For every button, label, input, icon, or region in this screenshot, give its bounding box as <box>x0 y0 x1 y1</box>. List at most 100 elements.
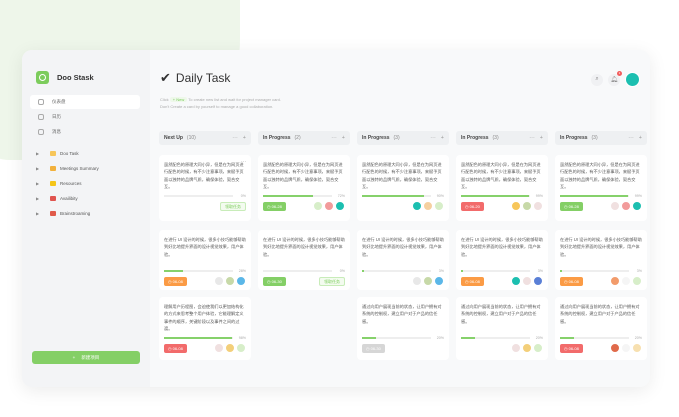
progress-percent: 3% <box>537 269 543 273</box>
avatar[interactable] <box>621 276 631 286</box>
avatar[interactable] <box>214 343 224 353</box>
plus-icon[interactable]: + <box>638 135 642 141</box>
task-card[interactable]: 在进行 UI 设计的时候，很多小技巧能够帮助到好比地提升界面的设计视觉效果，用户… <box>357 230 449 290</box>
assignees <box>610 276 642 286</box>
avatar[interactable] <box>533 201 543 211</box>
task-card[interactable]: 在进行 UI 设计的时候，很多小技巧能够帮助到好比地提升界面的设计视觉效果，用户… <box>159 230 251 290</box>
task-card[interactable]: ··· 虽然配色的原理大同小异，但是在为网页进行配色的时候，有不少注意事项，来赋予… <box>159 155 251 221</box>
avatar[interactable] <box>533 343 543 353</box>
plus-icon[interactable]: + <box>242 135 246 141</box>
task-card[interactable]: 通过向用户展现当前的状态，让用户拥有对系统的控制权，建立用户对于产品的信任感。 2… <box>456 297 548 360</box>
notification-button[interactable]: 🔔︎ 1 <box>608 70 622 86</box>
avatar[interactable] <box>621 343 631 353</box>
avatar[interactable] <box>236 276 246 286</box>
caret-right-icon[interactable]: ▶ <box>36 196 40 201</box>
task-card[interactable]: 虽然配色的原理大同小异，但是在为网页进行配色的时候，有不少注意事项，来赋予页面以… <box>456 155 548 221</box>
assignees <box>313 201 345 211</box>
new-chip[interactable]: + New <box>169 97 188 102</box>
avatar[interactable] <box>412 276 422 286</box>
avatar[interactable] <box>335 201 345 211</box>
avatar[interactable] <box>522 201 532 211</box>
column-actions: ··· + <box>232 135 246 141</box>
more-icon[interactable]: ··· <box>232 135 238 141</box>
avatar[interactable] <box>313 201 323 211</box>
tree-item-4[interactable]: ▶ Brainstroaming <box>36 206 99 221</box>
avatar[interactable] <box>225 343 235 353</box>
card-footer: ◷ 06-20 <box>461 201 543 211</box>
more-icon[interactable]: ··· <box>628 135 634 141</box>
plus-icon[interactable]: + <box>539 135 543 141</box>
user-avatar[interactable] <box>625 72 640 87</box>
avatar[interactable] <box>610 343 620 353</box>
task-card[interactable]: 在进行 UI 设计的时候，很多小技巧能够帮助到好比地提升界面的设计视觉效果，用户… <box>258 230 350 290</box>
task-card[interactable]: 在进行 UI 设计的时候，很多小技巧能够帮助到好比地提升界面的设计视觉效果，用户… <box>555 230 647 290</box>
avatar[interactable] <box>511 276 521 286</box>
tree-item-1[interactable]: ▶ Meetings Summary <box>36 161 99 176</box>
ticket-emoji <box>50 151 56 156</box>
card-text: 虽然配色的原理大同小异，但是在为网页进行配色的时候，有不少注意事项，来赋予页面以… <box>362 162 442 190</box>
caret-right-icon[interactable]: ▶ <box>36 151 40 156</box>
plus-icon[interactable]: + <box>440 135 444 141</box>
avatar[interactable] <box>522 276 532 286</box>
app-window: Doo Stask 仪表盘 日历 消息 ▶ Doo Task ▶ Meetings Sum… <box>22 50 650 387</box>
more-icon[interactable]: ··· <box>430 135 436 141</box>
avatar[interactable] <box>522 343 532 353</box>
progress-fill <box>461 195 530 197</box>
avatar[interactable] <box>423 276 433 286</box>
card-footer: ◷ 06-08 <box>461 276 543 286</box>
sidebar-item-2[interactable]: 消息 <box>30 125 140 139</box>
avatar[interactable] <box>511 201 521 211</box>
sidebar-item-0[interactable]: 仪表盘 <box>30 95 140 109</box>
avatar[interactable] <box>423 201 433 211</box>
avatar[interactable] <box>434 201 444 211</box>
avatar[interactable] <box>236 343 246 353</box>
tree-item-2[interactable]: ▶ Resources <box>36 176 99 191</box>
more-icon[interactable]: ··· <box>241 159 246 165</box>
avatar[interactable] <box>412 201 422 211</box>
sidebar-item-1[interactable]: 日历 <box>30 110 140 124</box>
avatar[interactable] <box>621 201 631 211</box>
avatar[interactable] <box>533 276 543 286</box>
caret-right-icon[interactable]: ▶ <box>36 181 40 186</box>
task-card[interactable]: 通过向用户展现当前的状态，让用户拥有对系统的控制权，建立用户对于产品的信任感。 2… <box>357 297 449 360</box>
progress: 72% <box>263 194 345 198</box>
task-card[interactable]: 理解用户历程图，会迫使我们以更加结构化的方式来思考整个用户体验，它能理解定义事件… <box>159 297 251 360</box>
avatar[interactable] <box>225 276 235 286</box>
caret-right-icon[interactable]: ▶ <box>36 166 40 171</box>
avatar[interactable] <box>632 276 642 286</box>
tree-item-0[interactable]: ▶ Doo Task <box>36 146 99 161</box>
avatar[interactable] <box>610 201 620 211</box>
task-card[interactable]: 在进行 UI 设计的时候，很多小技巧能够帮助到好比地提升界面的设计视觉效果，用户… <box>456 230 548 290</box>
dashboard-icon <box>38 99 44 105</box>
tree-item-3[interactable]: ▶ Availibity <box>36 191 99 206</box>
tree-item-label: Resources <box>60 181 82 186</box>
search-button[interactable]: ⌕ <box>591 73 603 86</box>
avatar[interactable] <box>632 343 642 353</box>
avatar[interactable] <box>434 276 444 286</box>
avatar[interactable] <box>610 276 620 286</box>
new-project-button[interactable]: + 新建项目 <box>32 351 140 364</box>
bell-icon: 🔔︎ <box>610 77 618 83</box>
claim-task-button[interactable]: 领取任务 <box>220 201 246 211</box>
column-count: (3) <box>591 135 598 141</box>
plus-icon[interactable]: + <box>341 135 345 141</box>
column: Next Up (10) ··· + ··· 虽然配色的原理大同小异，但是在为网页进行配色… <box>159 131 251 381</box>
card-text: 在进行 UI 设计的时候，很多小技巧能够帮助到好比地提升界面的设计视觉效果，用户… <box>362 237 444 257</box>
task-card[interactable]: 虽然配色的原理大同小异，但是在为网页进行配色的时候，有不少注意事项，来赋予页面以… <box>357 155 449 221</box>
calendar-icon <box>38 114 44 120</box>
claim-task-button[interactable]: 领取任务 <box>319 276 345 286</box>
card-text: 通过向用户展现当前的状态，让用户拥有对系统的控制权，建立用户对于产品的信任感。 <box>461 304 541 324</box>
avatar[interactable] <box>511 343 521 353</box>
caret-right-icon[interactable]: ▶ <box>36 211 40 216</box>
progress-bar <box>362 337 431 339</box>
task-card[interactable]: 虽然配色的原理大同小异，但是在为网页进行配色的时候，有不少注意事项，来赋予页面以… <box>555 155 647 221</box>
progress-percent: 3% <box>438 269 444 273</box>
task-card[interactable]: 虽然配色的原理大同小异，但是在为网页进行配色的时候，有不少注意事项，来赋予页面以… <box>258 155 350 221</box>
avatar[interactable] <box>324 201 334 211</box>
more-icon[interactable]: ··· <box>529 135 535 141</box>
column-header: Next Up (10) ··· + <box>159 131 251 145</box>
more-icon[interactable]: ··· <box>331 135 337 141</box>
avatar[interactable] <box>632 201 642 211</box>
task-card[interactable]: 通过向用户展现当前的状态，让用户拥有对系统的控制权，建立用户对于产品的信任感。 2… <box>555 297 647 360</box>
avatar[interactable] <box>214 276 224 286</box>
